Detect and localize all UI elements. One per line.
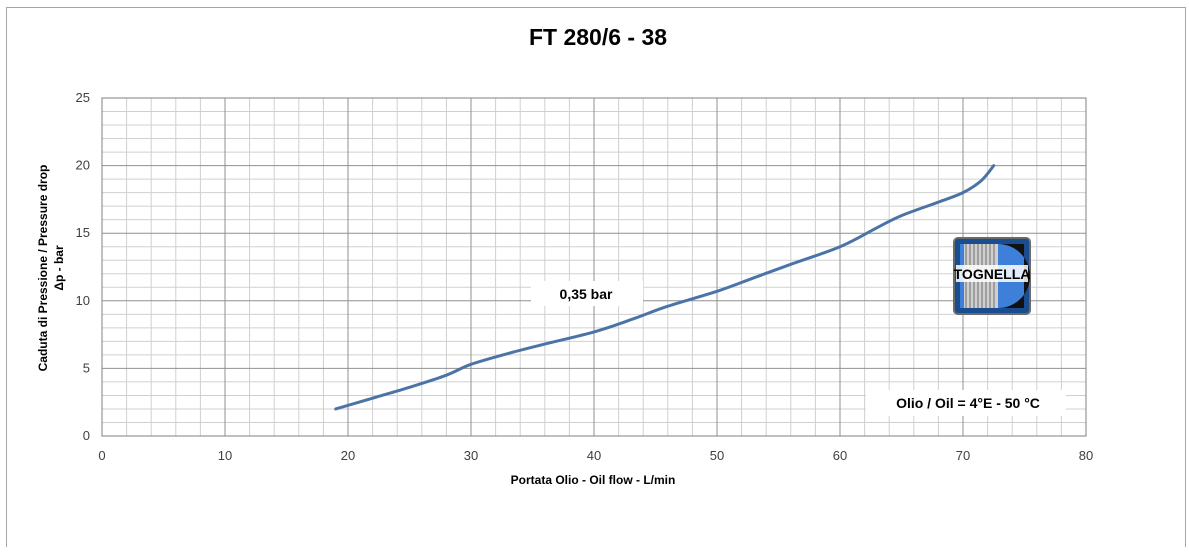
x-tick-label: 30: [464, 448, 478, 463]
x-tick-label: 10: [218, 448, 232, 463]
annotation-pressure-value: 0,35 bar: [560, 286, 613, 302]
y-tick-label: 20: [76, 158, 90, 173]
logo-text: TOGNELLA: [954, 266, 1031, 282]
x-tick-label: 0: [98, 448, 105, 463]
x-tick-labels: 0 10 20 30 40 50 60 70 80: [98, 448, 1093, 463]
x-axis-label: Portata Olio - Oil flow - L/min: [511, 473, 676, 487]
x-tick-label: 70: [956, 448, 970, 463]
x-tick-label: 40: [587, 448, 601, 463]
tognella-logo: TOGNELLA: [953, 237, 1031, 315]
annotation-oil-bg: [866, 390, 1066, 416]
series-line: [334, 164, 996, 411]
y-tick-labels: 0 5 10 15 20 25: [76, 90, 90, 443]
y-axis-label-line2: Δp - bar: [52, 245, 66, 291]
y-tick-label: 5: [83, 360, 90, 375]
y-axis-label-line1: Caduta di Pressione / Pressure drop: [36, 165, 50, 372]
chart-title: FT 280/6 - 38: [529, 24, 667, 50]
annotation-box-bg: [531, 281, 643, 306]
y-tick-label: 25: [76, 90, 90, 105]
x-tick-label: 50: [710, 448, 724, 463]
x-tick-label: 60: [833, 448, 847, 463]
x-tick-label: 20: [341, 448, 355, 463]
x-tick-label: 80: [1079, 448, 1093, 463]
plot-border: [101, 97, 1087, 437]
y-tick-label: 10: [76, 293, 90, 308]
grid-major: [102, 98, 1086, 436]
y-tick-label: 0: [83, 428, 90, 443]
annotation-oil-condition: Olio / Oil = 4°E - 50 °C: [896, 395, 1040, 411]
y-tick-label: 15: [76, 225, 90, 240]
